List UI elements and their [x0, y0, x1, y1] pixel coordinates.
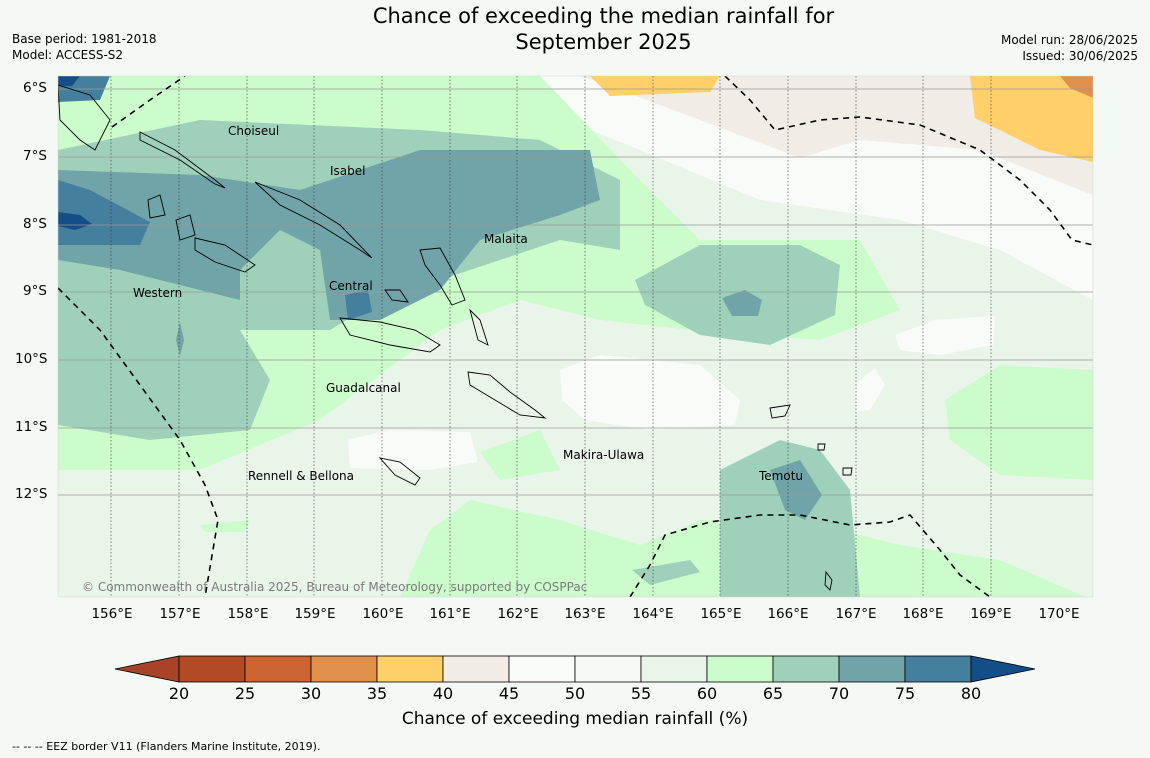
region-temotu: Temotu: [759, 469, 804, 483]
colorbar-tick: 75: [894, 684, 916, 703]
region-choiseul: Choiseul: [228, 124, 280, 138]
lon-label: 157°E: [159, 606, 201, 622]
colorbar-tick: 50: [564, 684, 586, 703]
colorbar-tick: 45: [498, 684, 520, 703]
region-western: Western: [133, 286, 183, 300]
colorbar-tick: 40: [432, 684, 454, 703]
model-name: Model: ACCESS-S2: [12, 48, 124, 62]
lat-label-8s: 8°S: [23, 216, 47, 232]
eez-footnote: -- -- -- EEZ border V11 (Flanders Marine…: [12, 740, 321, 753]
lon-label: 162°E: [497, 606, 539, 622]
lat-label-6s: 6°S: [23, 80, 47, 96]
colorbar-label: Chance of exceeding median rainfall (%): [401, 709, 749, 729]
colorbar-tick: 60: [696, 684, 718, 703]
lon-label: 167°E: [835, 606, 877, 622]
lon-label: 156°E: [91, 606, 133, 622]
meta-right: Model run: 28/06/2025 Issued: 30/06/2025: [1001, 32, 1138, 64]
lon-label: 161°E: [429, 606, 471, 622]
lon-label: 163°E: [564, 606, 606, 622]
colorbar-tick: 30: [300, 684, 322, 703]
region-makira-ulawa: Makira-Ulawa: [563, 448, 645, 462]
colorbar: [114, 655, 1036, 683]
colorbar-tick: 70: [828, 684, 850, 703]
colorbar-tick: 20: [168, 684, 190, 703]
colorbar-tick: 80: [960, 684, 982, 703]
lon-label: 158°E: [227, 606, 269, 622]
colorbar-tick: 65: [762, 684, 784, 703]
meta-left: Base period: 1981-2018 Model: ACCESS-S2: [12, 31, 157, 63]
title-line-1: Chance of exceeding the median rainfall …: [372, 4, 835, 28]
lat-label-12s: 12°S: [15, 486, 48, 502]
region-guadalcanal: Guadalcanal: [326, 381, 401, 395]
coastlines: [58, 84, 853, 591]
model-run: Model run: 28/06/2025: [1000, 33, 1138, 47]
rainfall-contours: [58, 76, 1093, 597]
colorbar-tick: 25: [234, 684, 256, 703]
base-period: Base period: 1981-2018: [12, 32, 157, 46]
eez-border: [58, 76, 1093, 597]
lon-label: 168°E: [902, 606, 944, 622]
lon-label: 160°E: [362, 606, 404, 622]
lat-label-10s: 10°S: [15, 351, 48, 367]
region-central: Central: [329, 279, 373, 293]
lon-label: 164°E: [632, 606, 674, 622]
lon-label: 166°E: [767, 606, 809, 622]
lon-label: 165°E: [700, 606, 742, 622]
lon-label: 159°E: [294, 606, 336, 622]
issued-date: Issued: 30/06/2025: [1022, 49, 1138, 63]
map-title: Chance of exceeding the median rainfall …: [0, 3, 1150, 55]
lon-label: 170°E: [1038, 606, 1080, 622]
lat-label-9s: 9°S: [23, 283, 47, 299]
copyright-notice: © Commonwealth of Australia 2025, Bureau…: [82, 580, 588, 594]
region-malaita: Malaita: [484, 232, 528, 246]
colorbar-tick: 55: [630, 684, 652, 703]
lon-label: 169°E: [970, 606, 1012, 622]
title-line-2: September 2025: [515, 30, 692, 54]
lat-label-11s: 11°S: [15, 419, 48, 435]
region-rennell-bellona: Rennell & Bellona: [248, 469, 355, 483]
lat-label-7s: 7°S: [23, 148, 47, 164]
colorbar-tick: 35: [366, 684, 388, 703]
region-isabel: Isabel: [330, 164, 366, 178]
